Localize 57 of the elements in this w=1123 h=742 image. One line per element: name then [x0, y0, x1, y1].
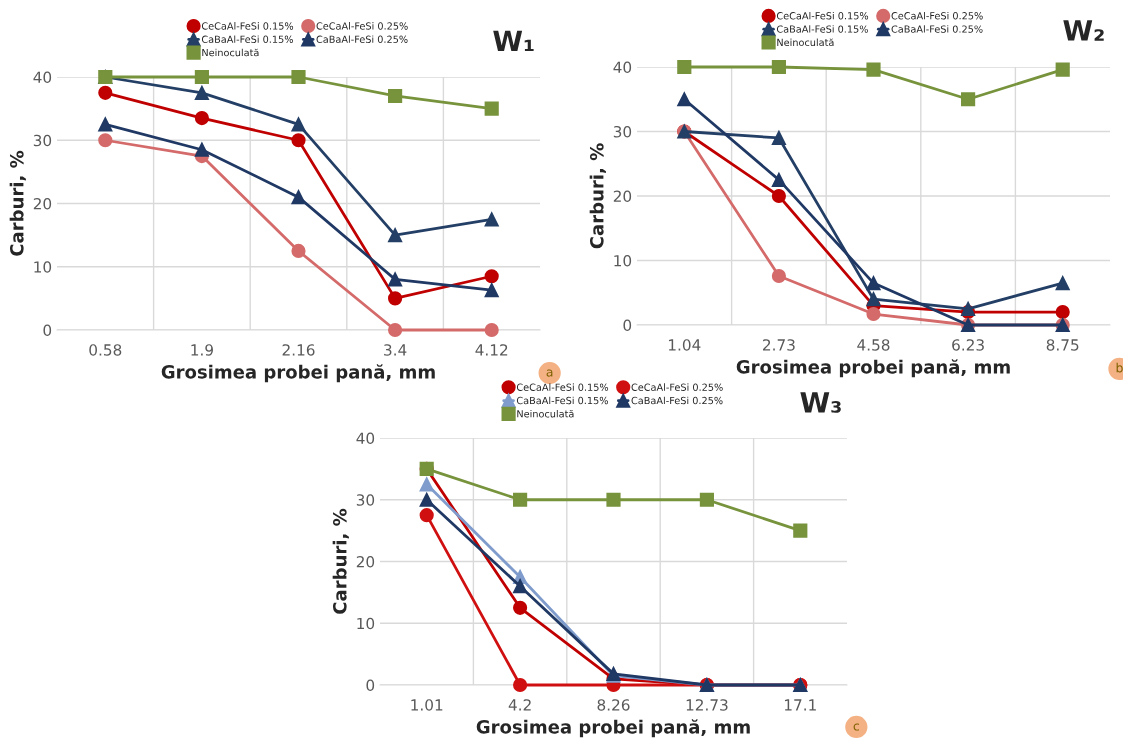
y-tick-label: 40 [356, 432, 375, 445]
y-tick-label: 0 [366, 679, 375, 692]
x-tick-label: 1.9 [191, 344, 213, 356]
x-tick-label: 8.75 [1046, 339, 1079, 351]
y-tick-label: 0 [43, 324, 52, 337]
y-tick-label: 0 [623, 319, 632, 332]
y-tick-label: 20 [33, 197, 52, 210]
x-axis-title: Grosimea probei pană, mm [476, 719, 750, 738]
x-tick-label: 1.01 [411, 699, 443, 711]
legend-label: CaBaAl-FeSi 0.25% [891, 25, 983, 33]
y-tick-label: 40 [33, 71, 52, 84]
legend-label: CaBaAl-FeSi 0.15% [201, 35, 293, 43]
legend-label: CeCaAl-FeSi 0.25% [891, 11, 983, 20]
x-tick-label: 0.58 [89, 344, 122, 356]
y-tick-label: 10 [614, 254, 632, 267]
chart-title: W₁ [493, 30, 534, 52]
x-axis-title: Grosimea probei pană, mm [161, 364, 435, 383]
legend-label: CaBaAl-FeSi 0.25% [631, 396, 723, 405]
text: a [546, 369, 553, 377]
y-tick-label: 20 [613, 190, 632, 203]
x-tick-label: 8.26 [597, 699, 630, 711]
y-tick-label: 20 [356, 555, 375, 568]
x-tick-label: 17.1 [784, 699, 816, 711]
x-tick-label: 12.73 [686, 699, 728, 711]
x-tick-label: 2.16 [282, 344, 315, 356]
legend-label: Neinoculată [202, 48, 259, 57]
y-axis-title: Carburi, % [9, 150, 26, 256]
chart-title: W₂ [1063, 20, 1104, 41]
x-tick-label: 4.2 [508, 699, 531, 711]
x-tick-label: 6.23 [952, 339, 984, 351]
legend-label: CeCaAl-FeSi 0.15% [201, 22, 294, 30]
x-tick-label: 2.73 [763, 339, 795, 351]
legend-label: CeCaAl-FeSi 0.15% [516, 383, 609, 391]
legend-label: CaBaAl-FeSi 0.25% [316, 35, 408, 43]
x-tick-label: 3.4 [384, 344, 407, 356]
y-axis-title: Carburi, % [332, 508, 349, 614]
legend-label: Neinoculată [777, 38, 834, 47]
x-tick-label: 1.04 [668, 339, 701, 351]
legend-label: CeCaAl-FeSi 0.15% [776, 11, 869, 20]
x-tick-label: 4.58 [857, 339, 890, 351]
chart-title: W₃ [800, 392, 841, 413]
y-tick-label: 30 [33, 134, 52, 147]
x-axis-title: Grosimea probei pană, mm [736, 359, 1010, 378]
legend-label: Neinoculată [517, 409, 574, 418]
y-axis-title: Carburi, % [589, 143, 606, 249]
y-tick-label: 30 [356, 494, 375, 506]
legend-label: CaBaAl-FeSi 0.15% [776, 25, 868, 33]
legend-label: CeCaAl-FeSi 0.25% [631, 383, 723, 391]
y-tick-label: 40 [613, 61, 632, 74]
text: b [1116, 362, 1123, 373]
x-tick-label: 4.12 [475, 344, 508, 356]
y-tick-label: 10 [34, 261, 52, 273]
legend-label: CaBaAl-FeSi 0.15% [516, 396, 608, 405]
text: c [853, 723, 859, 731]
legend-label: CeCaAl-FeSi 0.25% [316, 22, 408, 30]
y-tick-label: 30 [613, 125, 632, 138]
y-tick-label: 10 [357, 617, 375, 630]
